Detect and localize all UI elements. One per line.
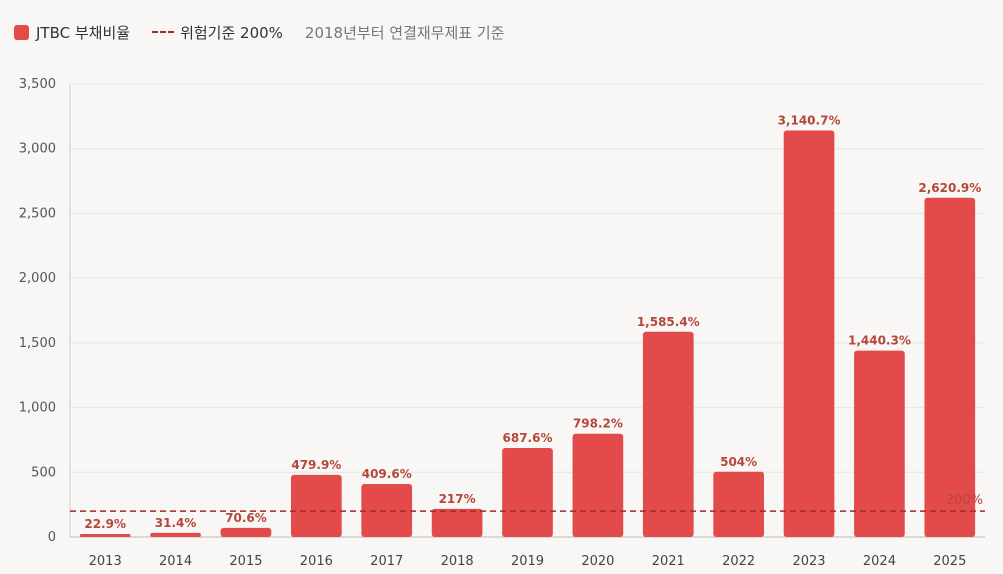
legend-swatch-icon xyxy=(14,24,29,40)
bar-2020 xyxy=(572,433,624,537)
bar-2015 xyxy=(220,527,272,537)
x-tick-label: 2016 xyxy=(300,554,333,569)
data-label-2021: 1,585.4% xyxy=(637,315,700,329)
x-tick-label: 2020 xyxy=(581,554,614,569)
x-tick-label: 2013 xyxy=(89,554,122,569)
x-tick-label: 2024 xyxy=(863,554,896,569)
data-label-2014: 31.4% xyxy=(155,516,197,530)
x-tick-label: 2018 xyxy=(441,554,474,569)
x-tick-label: 2015 xyxy=(229,554,262,569)
y-tick-label: 1,500 xyxy=(19,336,56,351)
reference-line-label: 200% xyxy=(946,493,983,508)
data-labels: 22.9% 31.4% 70.6% 479.9% 409.6% 217% 687.6% 798… xyxy=(84,114,981,532)
data-label-2025: 2,620.9% xyxy=(918,181,981,195)
bars xyxy=(79,130,976,538)
bar-2023 xyxy=(783,130,835,537)
y-tick-label: 2,500 xyxy=(19,206,56,221)
data-label-2020: 798.2% xyxy=(573,417,623,431)
legend-threshold-label: 위험기준 200% xyxy=(180,23,283,42)
x-tick-label: 2023 xyxy=(792,554,825,569)
bar-2022 xyxy=(713,471,764,537)
legend-dashed-line-icon xyxy=(152,31,175,33)
x-tick-label: 2022 xyxy=(722,554,755,569)
x-tick-label: 2025 xyxy=(933,554,966,569)
legend: JTBC 부채비율 위험기준 200% 2018년부터 연결재무제표 기준 xyxy=(14,20,526,44)
bar-2014 xyxy=(150,532,201,537)
y-tick-label: 2,000 xyxy=(19,271,56,286)
legend-item-series[interactable]: JTBC 부채비율 xyxy=(14,22,130,43)
data-label-2018: 217% xyxy=(439,492,476,506)
bar-2017 xyxy=(361,483,413,537)
grid-lines xyxy=(70,83,985,473)
data-label-2022: 504% xyxy=(720,455,757,469)
data-label-2015: 70.6% xyxy=(225,511,267,525)
bar-2019 xyxy=(502,448,553,537)
axes: 0 500 1,000 1,500 2,000 2,500 3,000 3,500 2013 20… xyxy=(19,77,985,569)
y-tick-label: 3,000 xyxy=(19,142,56,157)
data-label-2017: 409.6% xyxy=(362,467,412,481)
data-label-2024: 1,440.3% xyxy=(848,334,911,348)
legend-series-label: JTBC 부채비율 xyxy=(36,23,131,42)
bar-2018 xyxy=(431,508,483,537)
legend-note: 2018년부터 연결재무제표 기준 xyxy=(305,22,505,43)
data-label-2019: 687.6% xyxy=(503,431,553,445)
bar-2021 xyxy=(642,331,694,537)
bar-2013 xyxy=(79,534,131,537)
reference-line-group: 200% xyxy=(70,493,985,512)
y-tick-label: 0 xyxy=(48,530,56,545)
x-tick-label: 2019 xyxy=(511,554,544,569)
legend-item-threshold[interactable]: 위험기준 200% xyxy=(152,22,283,43)
x-tick-label: 2014 xyxy=(159,554,192,569)
bar-2016 xyxy=(291,474,342,537)
y-tick-label: 500 xyxy=(31,465,56,480)
x-tick-label: 2017 xyxy=(370,554,403,569)
data-label-2013: 22.9% xyxy=(84,517,126,531)
data-label-2023: 3,140.7% xyxy=(778,114,841,128)
y-tick-label: 3,500 xyxy=(19,77,56,92)
bar-2025 xyxy=(924,197,976,538)
y-tick-label: 1,000 xyxy=(19,401,56,416)
data-label-2016: 479.9% xyxy=(291,458,341,472)
x-tick-label: 2021 xyxy=(652,554,685,569)
legend-note-text: 2018년부터 연결재무제표 기준 xyxy=(304,23,505,42)
bar-2024 xyxy=(854,350,905,537)
